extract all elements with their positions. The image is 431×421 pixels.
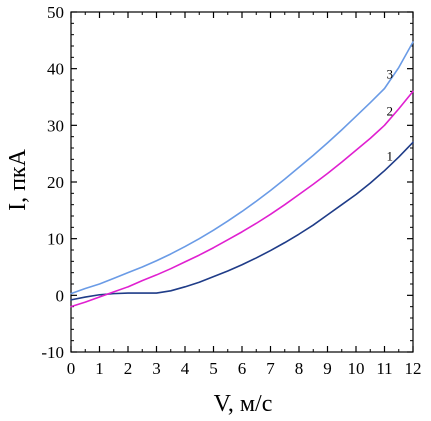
series-line-2 <box>70 90 414 308</box>
y-tick-label: 30 <box>47 116 64 135</box>
x-tick-label: 0 <box>67 359 76 378</box>
x-tick-label: 8 <box>295 359 304 378</box>
x-tick-label: 10 <box>348 359 365 378</box>
x-axis-title: V, м/с <box>214 391 273 417</box>
x-tick-label: 1 <box>95 359 104 378</box>
x-tick-label: 9 <box>323 359 332 378</box>
series-label-1: 1 <box>387 149 394 164</box>
series-lines <box>70 41 414 308</box>
x-tick-label: 6 <box>238 359 247 378</box>
x-tick-label: 4 <box>181 359 190 378</box>
x-tick-label: 5 <box>209 359 218 378</box>
series-line-1 <box>70 141 414 301</box>
x-tick-label: 12 <box>405 359 422 378</box>
series-label-3: 3 <box>387 67 394 82</box>
series-label-2: 2 <box>387 103 394 118</box>
plot-frame <box>70 11 414 353</box>
y-tick-label: 50 <box>47 3 64 22</box>
y-tick-label: 0 <box>56 286 65 305</box>
y-tick-label: 40 <box>47 60 64 79</box>
x-tick-label: 7 <box>266 359 275 378</box>
y-tick-labels: -10 0 10 20 30 40 50 <box>41 3 64 362</box>
series-labels: 1 2 3 <box>387 67 394 164</box>
plot-border <box>70 11 414 353</box>
y-tick-label: 10 <box>47 230 64 249</box>
y-tick-label: -10 <box>41 343 64 362</box>
x-tick-label: 3 <box>152 359 161 378</box>
x-tick-label: 11 <box>376 359 392 378</box>
x-tick-label: 2 <box>124 359 133 378</box>
minor-ticks <box>71 12 413 352</box>
x-tick-labels: 0 1 2 3 4 5 6 7 8 9 10 11 12 <box>67 359 422 378</box>
major-ticks <box>70 11 414 353</box>
series-line-3 <box>70 41 414 295</box>
y-tick-label: 20 <box>47 173 64 192</box>
y-axis-title: I, пкА <box>5 148 31 210</box>
